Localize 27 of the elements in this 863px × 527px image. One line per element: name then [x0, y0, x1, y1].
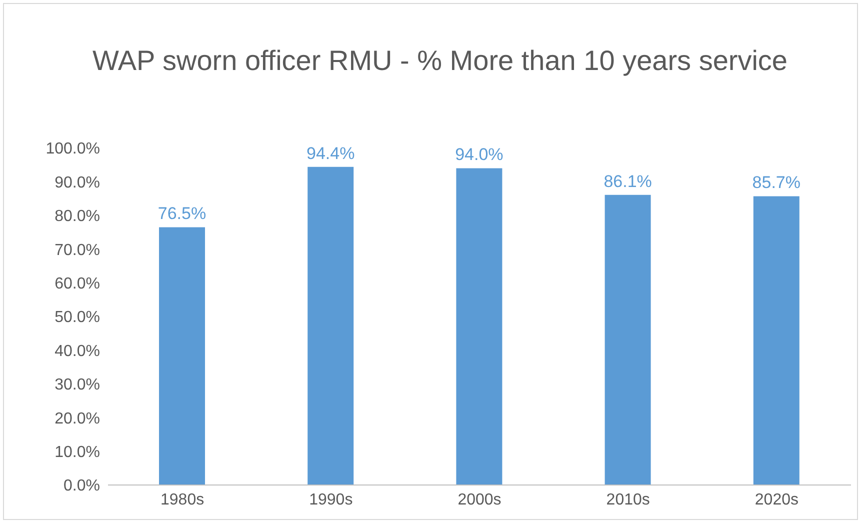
- x-tick-label: 1980s: [160, 491, 204, 508]
- y-tick-label: 30.0%: [54, 376, 100, 394]
- data-label: 85.7%: [752, 173, 800, 192]
- bar: [753, 196, 800, 485]
- bar: [159, 227, 205, 485]
- data-label: 94.0%: [455, 145, 504, 164]
- y-tick-label: 0.0%: [64, 478, 100, 495]
- bar: [456, 168, 502, 485]
- y-tick-label: 70.0%: [54, 242, 100, 259]
- y-tick-label: 60.0%: [54, 275, 100, 292]
- y-tick-label: 100.0%: [46, 140, 100, 158]
- bar: [308, 166, 354, 485]
- y-tick-label: 50.0%: [54, 309, 100, 326]
- x-tick-label: 1990s: [309, 491, 353, 508]
- bar: [604, 194, 651, 485]
- y-tick-label: 40.0%: [54, 342, 100, 360]
- data-label: 86.1%: [604, 172, 652, 191]
- chart-title: WAP sworn officer RMU - % More than 10 years service: [91, 44, 789, 78]
- x-tick-label: 2000s: [458, 491, 502, 508]
- y-tick-label: 10.0%: [54, 444, 100, 461]
- x-tick-label: 2010s: [606, 491, 650, 508]
- data-label: 94.4%: [306, 144, 355, 163]
- y-tick-label: 90.0%: [54, 174, 100, 192]
- data-label: 76.5%: [158, 204, 206, 224]
- y-tick-label: 80.0%: [54, 208, 100, 226]
- y-tick-label: 20.0%: [54, 410, 100, 428]
- x-tick-label: 2020s: [754, 491, 798, 508]
